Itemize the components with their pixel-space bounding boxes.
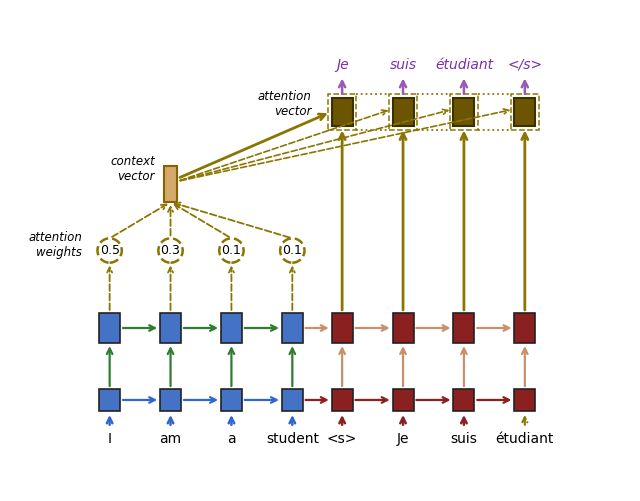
Circle shape — [280, 238, 305, 263]
FancyBboxPatch shape — [453, 313, 474, 343]
Text: context
vector: context vector — [110, 155, 155, 182]
FancyBboxPatch shape — [392, 389, 413, 411]
Text: Je: Je — [397, 432, 410, 446]
FancyBboxPatch shape — [221, 389, 242, 411]
Text: étudiant: étudiant — [435, 58, 493, 72]
FancyBboxPatch shape — [392, 313, 413, 343]
Text: Je: Je — [336, 58, 348, 72]
FancyBboxPatch shape — [221, 313, 242, 343]
Text: am: am — [159, 432, 182, 446]
FancyBboxPatch shape — [282, 389, 303, 411]
Text: a: a — [227, 432, 236, 446]
Text: 0.5: 0.5 — [100, 244, 120, 257]
FancyBboxPatch shape — [453, 98, 474, 126]
FancyBboxPatch shape — [164, 166, 177, 202]
Text: suis: suis — [451, 432, 477, 446]
FancyBboxPatch shape — [332, 98, 353, 126]
Text: 0.3: 0.3 — [161, 244, 180, 257]
FancyBboxPatch shape — [99, 389, 120, 411]
FancyBboxPatch shape — [332, 389, 353, 411]
Text: I: I — [108, 432, 111, 446]
FancyBboxPatch shape — [160, 389, 181, 411]
FancyBboxPatch shape — [160, 313, 181, 343]
FancyBboxPatch shape — [282, 313, 303, 343]
Text: <s>: <s> — [327, 432, 357, 446]
Text: 0.1: 0.1 — [282, 244, 302, 257]
Text: 0.1: 0.1 — [221, 244, 241, 257]
Text: attention
weights: attention weights — [28, 231, 82, 259]
Text: </s>: </s> — [508, 58, 542, 72]
FancyBboxPatch shape — [99, 313, 120, 343]
FancyBboxPatch shape — [515, 389, 535, 411]
FancyBboxPatch shape — [392, 98, 413, 126]
Text: suis: suis — [390, 58, 417, 72]
FancyBboxPatch shape — [515, 98, 535, 126]
Text: étudiant: étudiant — [495, 432, 554, 446]
FancyBboxPatch shape — [332, 313, 353, 343]
Text: student: student — [266, 432, 319, 446]
FancyBboxPatch shape — [453, 389, 474, 411]
Circle shape — [158, 238, 182, 263]
Circle shape — [220, 238, 244, 263]
FancyBboxPatch shape — [515, 313, 535, 343]
Circle shape — [97, 238, 122, 263]
Text: attention
vector: attention vector — [258, 90, 312, 118]
